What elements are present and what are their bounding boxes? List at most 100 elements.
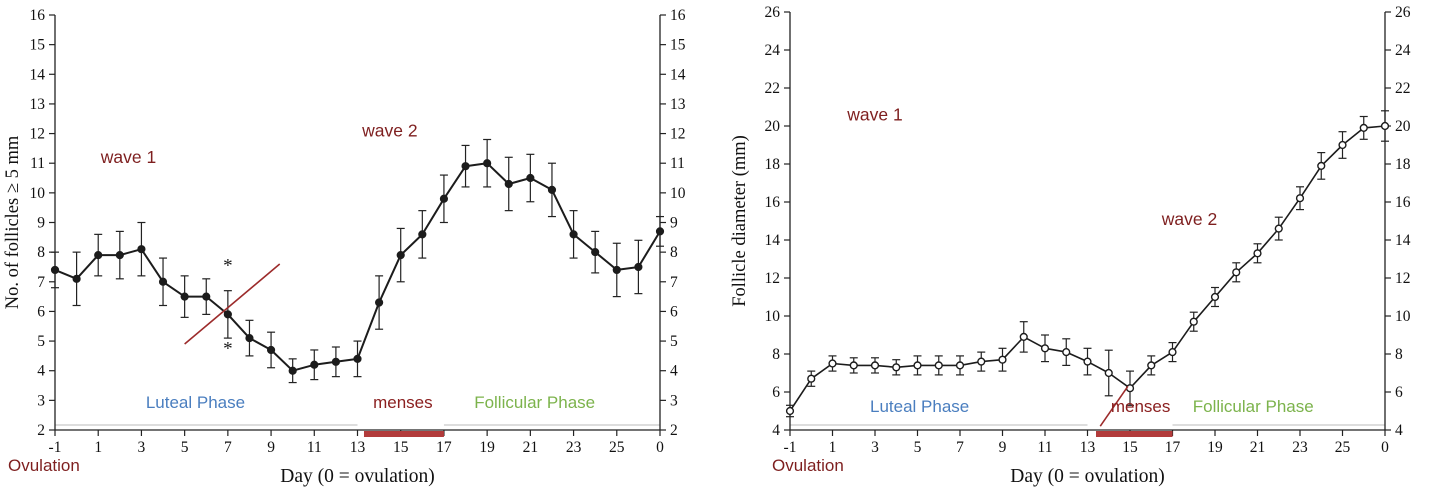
data-point-marker <box>331 357 340 366</box>
y-tick-label-left: 11 <box>30 155 45 172</box>
ovulation-label: Ovulation <box>8 456 80 475</box>
data-point-marker <box>1359 123 1368 133</box>
y-tick-label-right: 24 <box>1395 42 1411 59</box>
x-tick-label: 25 <box>609 439 625 456</box>
x-tick-label: 9 <box>267 439 275 456</box>
data-point-marker <box>504 179 513 189</box>
y-tick-label-right: 10 <box>670 185 686 202</box>
y-tick-label-right: 2 <box>670 422 678 439</box>
y-tick-label-left: 2 <box>37 422 45 439</box>
x-tick-label: -1 <box>49 439 62 456</box>
y-tick-label-right: 10 <box>1395 308 1411 325</box>
x-tick-label: 21 <box>523 439 539 456</box>
x-tick-label: 15 <box>1122 439 1138 456</box>
follicle-count-panel: 2 2 3 3 4 4 5 5 6 6 7 7 8 8 9 9 10 10 11 11 12 12 13 13 14 14 15 15… <box>0 0 700 499</box>
y-tick-label-right: 11 <box>670 155 685 172</box>
annotation-menses: menses <box>373 393 433 412</box>
x-axis-label: Day (0 = ovulation) <box>1010 466 1165 487</box>
data-point-marker <box>828 359 837 368</box>
data-point-marker <box>245 334 254 343</box>
y-tick-label-right: 14 <box>670 66 686 83</box>
x-tick-label: 1 <box>94 439 102 456</box>
x-tick-label: 5 <box>181 439 189 456</box>
x-tick-label: 25 <box>1335 439 1351 456</box>
annotation-wave-2: wave 2 <box>361 121 417 141</box>
data-point-marker <box>288 366 297 375</box>
x-tick-label: 15 <box>393 439 409 456</box>
y-tick-label-left: 22 <box>765 80 781 97</box>
x-tick-label: 0 <box>1381 439 1389 456</box>
data-point-marker <box>1380 121 1390 131</box>
data-point-marker <box>418 230 427 239</box>
y-tick-label-left: 16 <box>765 194 781 211</box>
data-point-marker <box>892 363 901 372</box>
data-points <box>50 159 665 375</box>
tick-marks <box>784 11 1391 436</box>
y-tick-label-right: 8 <box>670 244 678 261</box>
y-tick-label-left: 26 <box>765 4 781 21</box>
annotation-follicular-phase: Follicular Phase <box>1193 397 1314 416</box>
data-point-marker <box>50 265 60 275</box>
y-tick-label-left: 12 <box>765 270 781 287</box>
y-tick-label-left: 9 <box>37 215 45 232</box>
x-tick-label: 7 <box>224 439 232 456</box>
annotation-wave-2: wave 2 <box>1161 209 1217 229</box>
y-tick-label-left: 3 <box>37 392 45 409</box>
data-point-marker <box>461 162 470 171</box>
data-point-marker <box>870 361 880 370</box>
x-tick-label: -1 <box>784 439 797 456</box>
data-point-marker <box>1083 357 1092 366</box>
y-tick-label-left: 7 <box>37 274 45 291</box>
y-axis-label: No. of follicles ≥ 5 mm <box>3 135 23 309</box>
data-point-marker <box>396 251 405 260</box>
y-tick-label-right: 9 <box>670 215 678 232</box>
y-tick-label-right: 26 <box>1395 4 1411 21</box>
y-tick-label-left: 8 <box>772 346 780 363</box>
x-tick-label: 9 <box>999 439 1007 456</box>
data-point-marker <box>998 355 1007 364</box>
annotation-wave-1: wave 1 <box>846 104 902 124</box>
data-point-marker <box>807 374 816 383</box>
x-tick-label: 19 <box>479 439 495 456</box>
y-tick-label-left: 6 <box>37 303 45 320</box>
y-tick-label-left: 8 <box>37 244 45 261</box>
y-tick-label-left: 10 <box>765 308 781 325</box>
data-point-marker <box>1104 368 1113 378</box>
y-tick-label-left: 4 <box>772 422 780 439</box>
x-tick-label: 23 <box>1292 439 1308 456</box>
y-tick-label-right: 8 <box>1395 346 1403 363</box>
data-point-marker <box>591 248 600 257</box>
data-point-marker <box>202 292 211 301</box>
data-point-marker <box>266 345 276 355</box>
y-tick-label-right: 6 <box>1395 384 1403 401</box>
y-tick-label-left: 6 <box>772 384 780 401</box>
y-tick-label-right: 18 <box>1395 156 1411 173</box>
data-point-marker <box>1040 344 1050 353</box>
y-tick-label-right: 20 <box>1395 118 1411 135</box>
data-point-marker <box>72 274 81 283</box>
wave-divider-line <box>184 263 281 345</box>
data-point-marker <box>1253 249 1262 258</box>
annotation-asterisk-upper: * <box>223 255 233 276</box>
y-tick-label-left: 15 <box>30 37 46 54</box>
data-point-marker <box>913 361 922 370</box>
data-point-marker <box>1125 384 1135 393</box>
follicle-diameter-panel: 4 4 6 6 8 8 10 10 12 12 14 14 16 16 18 18 20 20 22 22 24 24 26… <box>700 0 1456 499</box>
x-tick-label: 3 <box>871 439 879 456</box>
wave-divider-line <box>1099 385 1129 427</box>
data-point-marker <box>634 262 643 272</box>
y-tick-label-right: 15 <box>670 37 686 54</box>
y-tick-label-right: 6 <box>670 303 678 320</box>
data-point-marker <box>115 251 124 260</box>
error-bars <box>51 138 664 384</box>
data-point-marker <box>1019 332 1028 342</box>
data-point-marker <box>310 360 319 369</box>
data-point-marker <box>569 230 578 239</box>
data-point-marker <box>934 361 943 370</box>
y-tick-label-right: 22 <box>1395 80 1411 97</box>
annotation-menses: menses <box>1111 397 1171 416</box>
